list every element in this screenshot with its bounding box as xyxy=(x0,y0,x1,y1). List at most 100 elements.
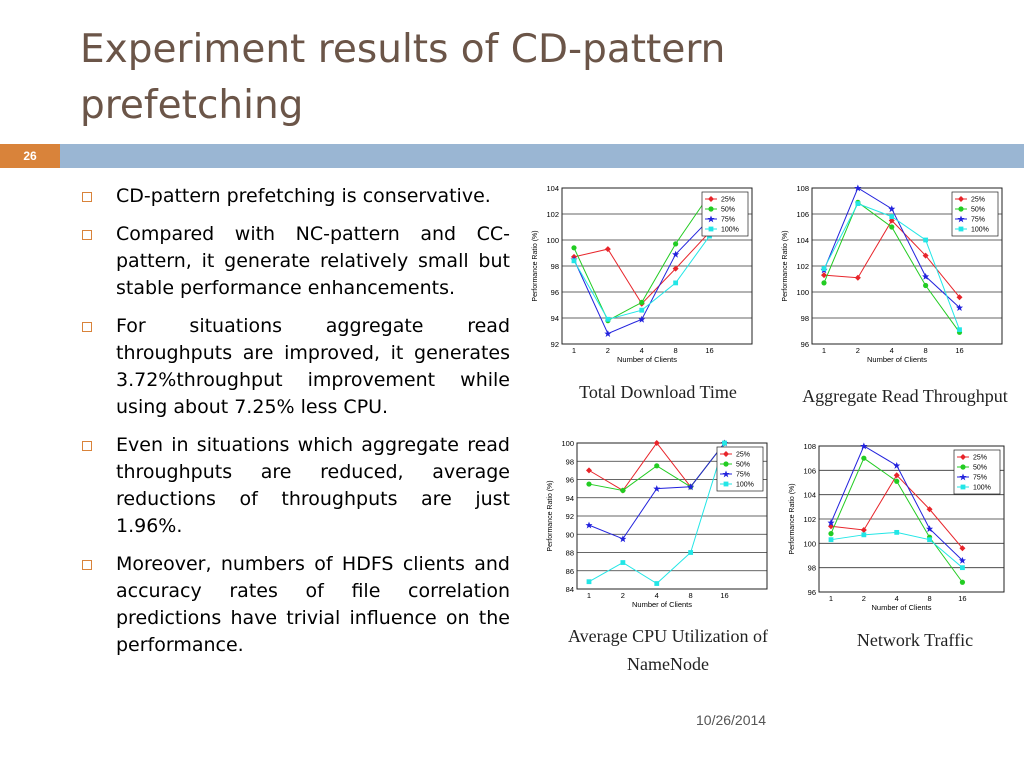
y-tick-label: 104 xyxy=(546,184,559,193)
y-tick-label: 86 xyxy=(566,567,574,576)
x-tick-label: 16 xyxy=(958,594,966,603)
x-tick-label: 4 xyxy=(890,346,894,355)
legend-label: 100% xyxy=(973,485,991,492)
y-tick-label: 108 xyxy=(796,184,809,193)
data-point xyxy=(672,265,679,272)
legend-marker xyxy=(723,451,729,457)
x-tick-label: 16 xyxy=(720,591,728,600)
legend-label: 50% xyxy=(971,207,985,214)
y-tick-label: 106 xyxy=(796,210,809,219)
x-tick-label: 2 xyxy=(621,591,625,600)
y-axis-label: Performance Ratio (%) xyxy=(782,230,789,301)
caption-cpu-utilization: Average CPU Utilization of NameNode xyxy=(567,626,769,674)
caption-total-download-time: Total Download Time xyxy=(579,382,737,402)
x-tick-label: 2 xyxy=(862,594,866,603)
y-tick-label: 84 xyxy=(566,585,574,594)
legend-label: 75% xyxy=(973,475,987,482)
legend-label: 50% xyxy=(973,465,987,472)
bullet-item: For situations aggregate read throughput… xyxy=(80,313,510,421)
x-axis-label: Number of Clients xyxy=(617,355,677,364)
bullet-item: CD-pattern prefetching is conservative. xyxy=(80,183,510,210)
x-tick-label: 2 xyxy=(606,346,610,355)
legend: 25% 50% 75% 100% xyxy=(951,191,999,237)
legend-marker xyxy=(708,226,714,232)
y-tick-label: 96 xyxy=(801,340,809,349)
bullet-square-icon xyxy=(82,441,92,451)
legend-label: 100% xyxy=(736,482,754,489)
title-divider-band xyxy=(60,144,1024,168)
y-tick-label: 98 xyxy=(566,457,574,466)
bullet-square-icon xyxy=(82,230,92,240)
data-point xyxy=(888,205,896,213)
series-75pct xyxy=(820,184,964,311)
slide-number: 26 xyxy=(0,144,60,168)
y-axis-label: Performance Ratio (%) xyxy=(789,483,796,554)
legend-marker xyxy=(960,454,966,460)
slide-date: 10/26/2014 xyxy=(696,712,767,728)
y-tick-label: 102 xyxy=(796,262,809,271)
data-point xyxy=(926,506,933,513)
data-point xyxy=(926,525,934,533)
bullet-list: CD-pattern prefetching is conservative. … xyxy=(80,183,510,670)
x-tick-label: 1 xyxy=(829,594,833,603)
legend: 25% 50% 75% 100% xyxy=(953,449,1001,495)
data-point xyxy=(654,463,660,469)
data-point xyxy=(960,565,965,571)
data-point xyxy=(821,266,827,271)
legend-marker xyxy=(708,196,714,202)
data-point xyxy=(604,246,611,253)
data-point xyxy=(959,579,966,585)
y-tick-label: 104 xyxy=(796,236,809,245)
legend-marker xyxy=(958,226,964,232)
data-point xyxy=(861,532,867,538)
x-axis-label: Number of Clients xyxy=(632,600,692,609)
bullet-text: For situations aggregate read throughput… xyxy=(116,315,510,418)
data-point xyxy=(604,330,612,337)
data-point xyxy=(585,521,593,529)
y-tick-label: 98 xyxy=(551,262,559,271)
x-tick-label: 4 xyxy=(895,594,899,603)
data-point xyxy=(923,282,929,289)
data-point xyxy=(722,440,727,446)
bullet-item: Even in situations which aggregate read … xyxy=(80,432,510,540)
data-point xyxy=(894,529,900,535)
y-tick-label: 108 xyxy=(803,442,816,451)
data-point xyxy=(958,556,966,564)
legend-marker xyxy=(958,206,964,212)
data-point xyxy=(673,241,679,247)
y-tick-label: 98 xyxy=(808,564,816,573)
x-tick-label: 1 xyxy=(587,591,591,600)
data-point xyxy=(672,250,680,258)
data-point xyxy=(571,258,577,264)
data-point xyxy=(638,315,646,323)
bullet-text: Compared with NC-pattern and CC-pattern,… xyxy=(116,223,510,299)
data-point xyxy=(654,581,660,586)
legend-marker xyxy=(960,484,966,490)
x-tick-label: 8 xyxy=(924,346,928,355)
data-point xyxy=(959,545,966,552)
y-tick-label: 102 xyxy=(803,515,816,524)
data-point xyxy=(956,304,964,311)
data-point xyxy=(619,535,627,543)
legend-marker xyxy=(723,461,729,467)
chart-network-traffic: 96 98 100 102 104 106 108 1 2 4 8 16 Number of Clien… xyxy=(789,442,1005,612)
bullet-text: CD-pattern prefetching is conservative. xyxy=(116,185,491,207)
legend-marker xyxy=(957,215,965,223)
legend-label: 100% xyxy=(971,227,989,234)
y-axis-label: Performance Ratio (%) xyxy=(547,480,554,551)
bullet-item: Moreover, numbers of HDFS clients and ac… xyxy=(80,551,510,659)
data-point xyxy=(639,307,645,313)
x-axis-label: Number of Clients xyxy=(867,355,927,364)
y-tick-label: 90 xyxy=(566,530,574,539)
legend-marker xyxy=(958,196,964,202)
data-point xyxy=(927,537,932,543)
data-point xyxy=(923,237,929,243)
legend-label: 25% xyxy=(736,452,750,459)
bullet-item: Compared with NC-pattern and CC-pattern,… xyxy=(80,221,510,302)
y-tick-label: 92 xyxy=(551,340,559,349)
x-tick-label: 1 xyxy=(822,346,826,355)
x-tick-label: 8 xyxy=(927,594,931,603)
x-tick-label: 4 xyxy=(655,591,659,600)
x-tick-label: 16 xyxy=(955,346,963,355)
x-tick-label: 8 xyxy=(689,591,693,600)
